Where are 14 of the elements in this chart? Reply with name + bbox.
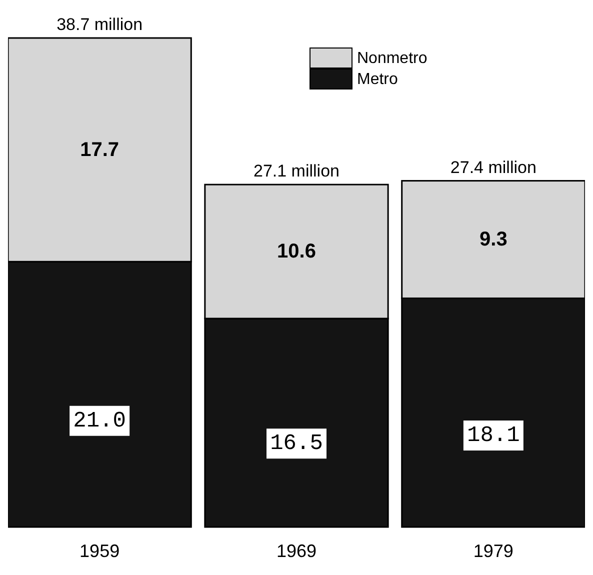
data-label: 10.6 [277,240,316,263]
data-label: 16.5 [270,431,323,456]
x-tick-label: 1979 [473,541,514,561]
data-label: 21.0 [73,408,126,434]
legend-label: Nonmetro [357,50,428,67]
total-label: 27.4 million [450,158,536,177]
total-label: 27.1 million [254,162,340,181]
legend-label: Metro [357,71,398,88]
data-label: 18.1 [467,423,520,448]
data-label: 17.7 [80,138,120,161]
data-label: 9.3 [480,228,508,251]
x-tick-label: 1959 [80,541,120,561]
x-tick-label: 1969 [276,541,317,561]
total-label: 38.7 million [56,15,143,34]
